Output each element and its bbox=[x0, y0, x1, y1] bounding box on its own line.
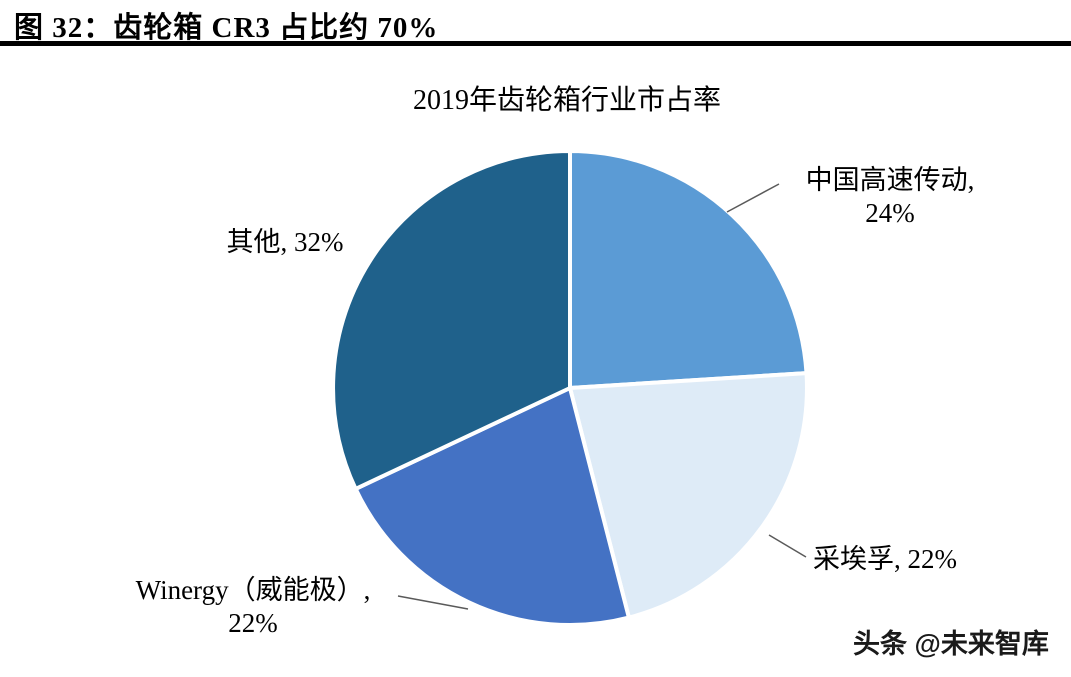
leader-line-zf bbox=[768, 534, 807, 558]
pie-slice-4[interactable] bbox=[331, 149, 572, 491]
label-china-hst: 中国高速传动, 24% bbox=[806, 164, 975, 230]
chart-title: 2019年齿轮箱行业市占率 bbox=[412, 85, 722, 116]
pie-slice-3[interactable] bbox=[353, 386, 631, 627]
leader-line-winergy bbox=[397, 595, 469, 610]
leader-line-china-hst bbox=[726, 183, 780, 213]
leader-lines bbox=[397, 183, 807, 610]
label-china-hst-value: 24% bbox=[865, 198, 915, 228]
label-winergy-value: 22% bbox=[228, 608, 278, 638]
pie-slice-2[interactable] bbox=[568, 371, 809, 620]
label-zf: 采埃孚, 22% bbox=[813, 544, 957, 574]
label-china-hst-name: 中国高速传动, bbox=[805, 165, 975, 195]
header-divider bbox=[0, 41, 1071, 46]
label-winergy: Winergy（威能极）, 22% bbox=[136, 574, 371, 640]
label-others: 其他, 32% bbox=[226, 227, 344, 257]
watermark: 头条 @未来智库 bbox=[853, 629, 1049, 659]
label-winergy-name: Winergy（威能极）, bbox=[135, 575, 371, 605]
figure-title: 图 32：齿轮箱 CR3 占比约 70% bbox=[14, 12, 439, 44]
pie-slices bbox=[331, 149, 809, 627]
pie-slice-1[interactable] bbox=[568, 149, 809, 390]
